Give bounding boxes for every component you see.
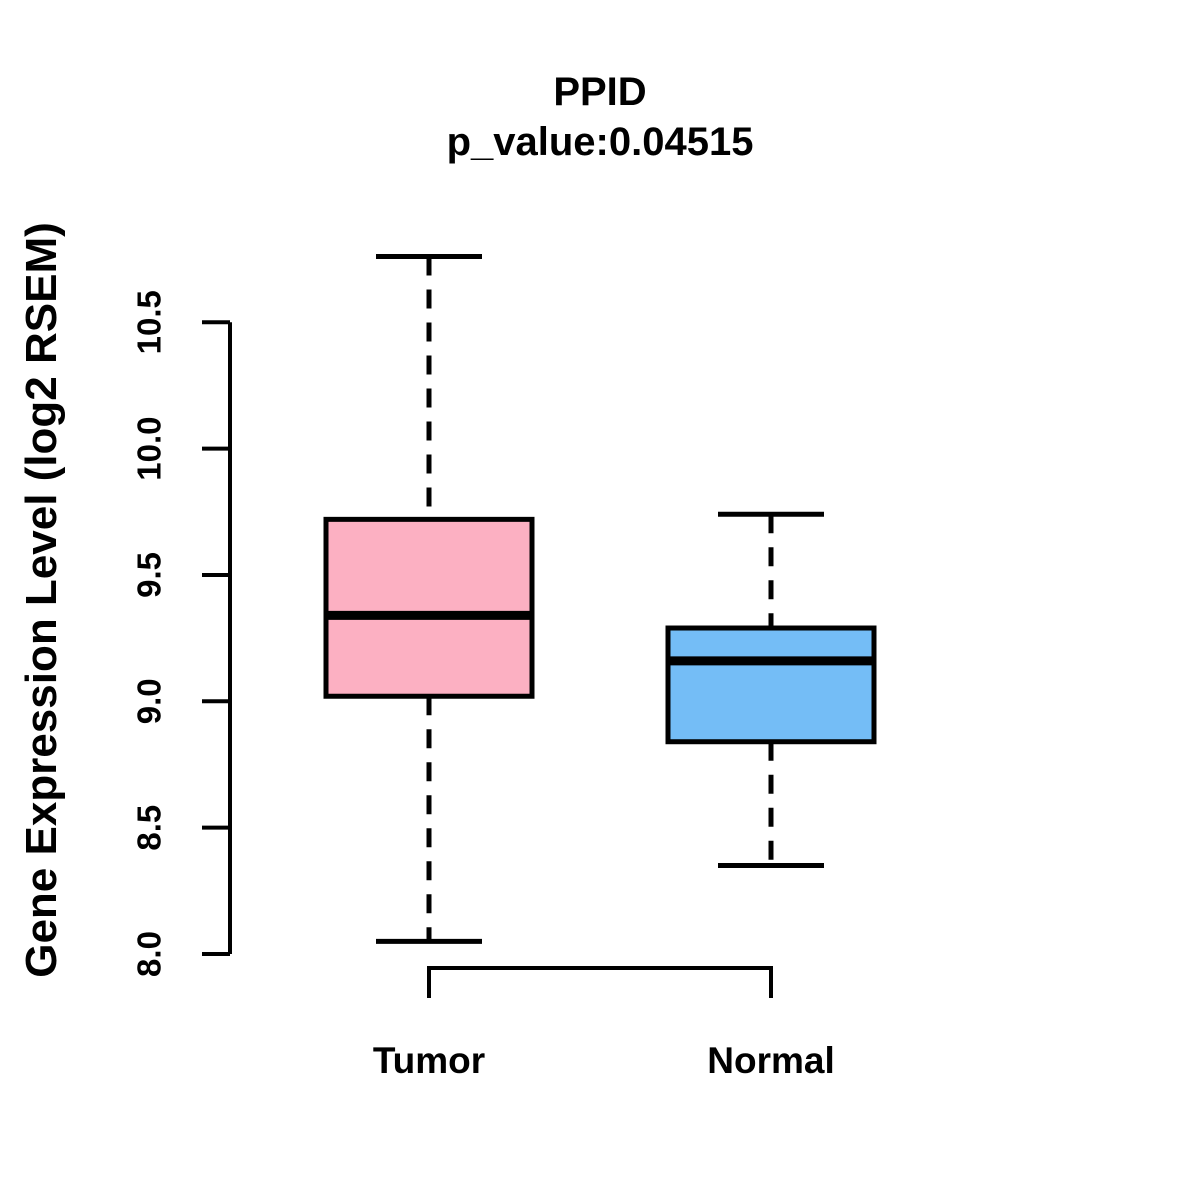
- box-normal: [665, 625, 877, 745]
- chart-subtitle: p_value:0.04515: [446, 120, 754, 164]
- x-label-normal: Normal: [707, 1040, 834, 1081]
- chart-title: PPID: [553, 70, 647, 114]
- box-tumor: [323, 516, 535, 699]
- y-tick-label: 9.5: [131, 552, 168, 598]
- y-tick-label: 10.0: [131, 416, 168, 480]
- y-tick-label: 8.5: [131, 805, 168, 851]
- y-tick-label: 9.0: [131, 678, 168, 724]
- y-tick-label: 10.5: [131, 290, 168, 354]
- x-axis-bracket: [427, 966, 773, 998]
- x-label-tumor: Tumor: [373, 1040, 485, 1081]
- y-tick-label: 8.0: [131, 931, 168, 977]
